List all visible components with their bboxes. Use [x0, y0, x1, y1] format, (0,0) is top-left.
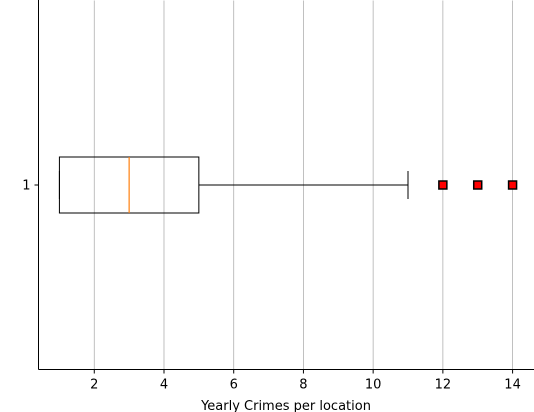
y-tick-label-1: 1 [22, 179, 30, 194]
x-tick-label-2: 2 [90, 378, 98, 393]
x-tick-label-10: 10 [365, 378, 382, 393]
x-tick-label-6: 6 [230, 378, 238, 393]
x-axis-label: Yearly Crimes per location [200, 399, 371, 412]
x-tick-label-12: 12 [435, 378, 452, 393]
x-tick-label-4: 4 [160, 378, 168, 393]
outlier-point-14 [509, 181, 517, 189]
outlier-point-12 [439, 181, 447, 189]
x-tick-label-14: 14 [504, 378, 521, 393]
tick-marks: 2 4 6 8 10 12 14 1 [22, 179, 521, 393]
outlier-point-13 [474, 181, 482, 189]
x-tick-label-8: 8 [299, 378, 307, 393]
boxplot [59, 157, 516, 213]
